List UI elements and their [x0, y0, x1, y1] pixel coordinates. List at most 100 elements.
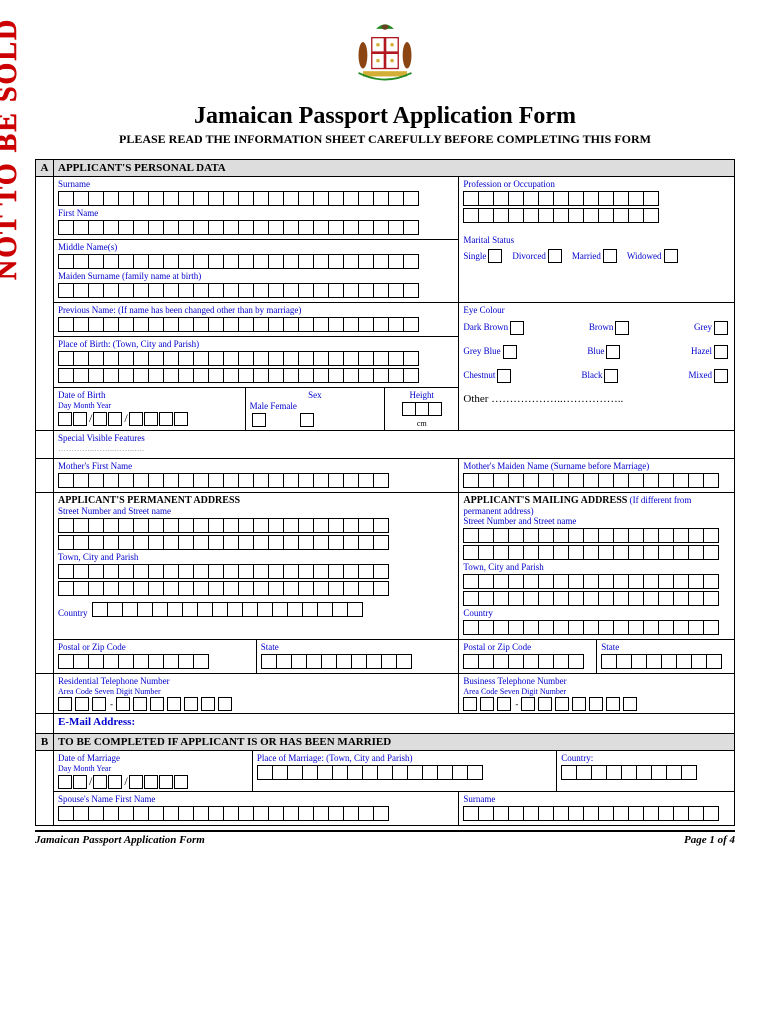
bus-phone-sub: Area Code Seven Digit Number	[463, 687, 730, 696]
firstname-boxes[interactable]	[58, 220, 454, 235]
perm-country-boxes[interactable]	[92, 602, 363, 617]
mail-postal-label: Postal or Zip Code	[463, 642, 592, 652]
marital-label: Marital Status	[463, 235, 730, 245]
perm-state-boxes[interactable]	[261, 654, 455, 669]
divorced-checkbox[interactable]	[548, 249, 562, 263]
profession-boxes-2[interactable]	[463, 208, 730, 223]
mail-street-boxes-2[interactable]	[463, 545, 730, 560]
mail-addr-label: APPLICANT'S MAILING ADDRESS	[463, 495, 627, 506]
section-a-letter: A	[36, 160, 54, 177]
section-a-header: A APPLICANT'S PERSONAL DATA	[36, 160, 735, 177]
middlename-boxes[interactable]	[58, 254, 454, 269]
bus-phone-label: Business Telephone Number	[463, 676, 730, 686]
dom-sub: Day Month Year	[58, 764, 248, 773]
sex-options: Male Female	[250, 401, 380, 411]
pob-boxes-1[interactable]	[58, 351, 454, 366]
height-boxes[interactable]	[389, 402, 454, 416]
sex-label: Sex	[250, 390, 380, 400]
spouse-first-label: Spouse's Name First Name	[58, 794, 454, 804]
mail-town-label: Town, City and Parish	[463, 562, 730, 572]
marriage-country-boxes[interactable]	[561, 765, 730, 780]
blue-checkbox[interactable]	[606, 345, 620, 359]
section-b-header: B TO BE COMPLETED IF APPLICANT IS OR HAS…	[36, 734, 735, 751]
pob-boxes-2[interactable]	[58, 368, 454, 383]
bus-phone-boxes[interactable]: -	[463, 697, 730, 711]
dob-boxes[interactable]: //	[58, 411, 241, 426]
dob-label: Date of Birth	[58, 390, 241, 400]
marriage-country-label: Country:	[561, 753, 730, 763]
perm-town-boxes-1[interactable]	[58, 564, 454, 579]
form-table: A APPLICANT'S PERSONAL DATA Surname Firs…	[35, 159, 735, 826]
perm-country-label: Country	[58, 608, 88, 618]
height-unit: cm	[417, 419, 427, 428]
mail-country-label: Country	[463, 608, 730, 618]
section-b-letter: B	[36, 734, 54, 751]
married-checkbox[interactable]	[603, 249, 617, 263]
mail-state-boxes[interactable]	[601, 654, 730, 669]
res-phone-boxes[interactable]: -	[58, 697, 454, 711]
single-checkbox[interactable]	[488, 249, 502, 263]
pom-label: Place of Marriage: (Town, City and Paris…	[257, 753, 552, 763]
profession-boxes-1[interactable]	[463, 191, 730, 206]
perm-addr-label: APPLICANT'S PERMANENT ADDRESS	[58, 495, 240, 506]
section-a-title: APPLICANT'S PERSONAL DATA	[54, 160, 735, 177]
perm-street-boxes-2[interactable]	[58, 535, 454, 550]
mail-town-boxes-2[interactable]	[463, 591, 730, 606]
perm-street-label: Street Number and Street name	[58, 506, 454, 516]
profession-label: Profession or Occupation	[463, 179, 730, 189]
hazel-checkbox[interactable]	[714, 345, 728, 359]
black-checkbox[interactable]	[604, 369, 618, 383]
spouse-first-boxes[interactable]	[58, 806, 454, 821]
perm-postal-label: Postal or Zip Code	[58, 642, 252, 652]
brown-checkbox[interactable]	[615, 321, 629, 335]
middlename-label: Middle Name(s)	[58, 242, 454, 252]
mail-street-boxes-1[interactable]	[463, 528, 730, 543]
grey-checkbox[interactable]	[714, 321, 728, 335]
pom-boxes[interactable]	[257, 765, 552, 780]
footer-right: Page 1 of 4	[684, 834, 735, 846]
mail-country-boxes[interactable]	[463, 620, 730, 635]
prevname-boxes[interactable]	[58, 317, 454, 332]
form-title: Jamaican Passport Application Form	[35, 103, 735, 130]
form-page: NOT TO BE SOLD Jamaican Passport Applica…	[0, 0, 770, 866]
surname-boxes[interactable]	[58, 191, 454, 206]
dob-sub: Day Month Year	[58, 401, 241, 410]
dom-boxes[interactable]: //	[58, 774, 248, 789]
sex-checkboxes[interactable]	[250, 413, 380, 427]
form-subtitle: PLEASE READ THE INFORMATION SHEET CAREFU…	[35, 132, 735, 147]
mothers-first-boxes[interactable]	[58, 473, 454, 488]
mothers-maiden-boxes[interactable]	[463, 473, 730, 488]
widowed-checkbox[interactable]	[664, 249, 678, 263]
eye-other: Other ………………..……………..	[463, 393, 730, 405]
perm-state-label: State	[261, 642, 455, 652]
perm-town-boxes-2[interactable]	[58, 581, 454, 596]
spouse-surname-boxes[interactable]	[463, 806, 730, 821]
page-footer: Jamaican Passport Application Form Page …	[35, 830, 735, 846]
mixed-checkbox[interactable]	[714, 369, 728, 383]
coat-of-arms	[340, 20, 430, 95]
mail-street-label: Street Number and Street name	[463, 516, 730, 526]
perm-postal-boxes[interactable]	[58, 654, 252, 669]
perm-town-label: Town, City and Parish	[58, 552, 454, 562]
res-phone-label: Residential Telephone Number	[58, 676, 454, 686]
watermark-text: NOT TO BE SOLD	[0, 18, 24, 280]
mail-postal-boxes[interactable]	[463, 654, 592, 669]
mothers-maiden-label: Mother's Maiden Name (Surname before Mar…	[463, 461, 730, 471]
features-label: Special Visible Features	[58, 433, 730, 443]
darkbrown-checkbox[interactable]	[510, 321, 524, 335]
pob-label: Place of Birth: (Town, City and Parish)	[58, 339, 454, 349]
spouse-surname-label: Surname	[463, 794, 730, 804]
height-label: Height	[389, 390, 454, 400]
maiden-label: Maiden Surname (family name at birth)	[58, 271, 454, 281]
perm-street-boxes-1[interactable]	[58, 518, 454, 533]
mail-state-label: State	[601, 642, 730, 652]
chestnut-checkbox[interactable]	[497, 369, 511, 383]
surname-label: Surname	[58, 179, 454, 189]
maiden-boxes[interactable]	[58, 283, 454, 298]
mail-town-boxes-1[interactable]	[463, 574, 730, 589]
dom-label: Date of Marriage	[58, 753, 248, 763]
res-phone-sub: Area Code Seven Digit Number	[58, 687, 454, 696]
email-label: E-Mail Address:	[58, 716, 135, 728]
greyblue-checkbox[interactable]	[503, 345, 517, 359]
prevname-label: Previous Name: (If name has been changed…	[58, 305, 454, 315]
